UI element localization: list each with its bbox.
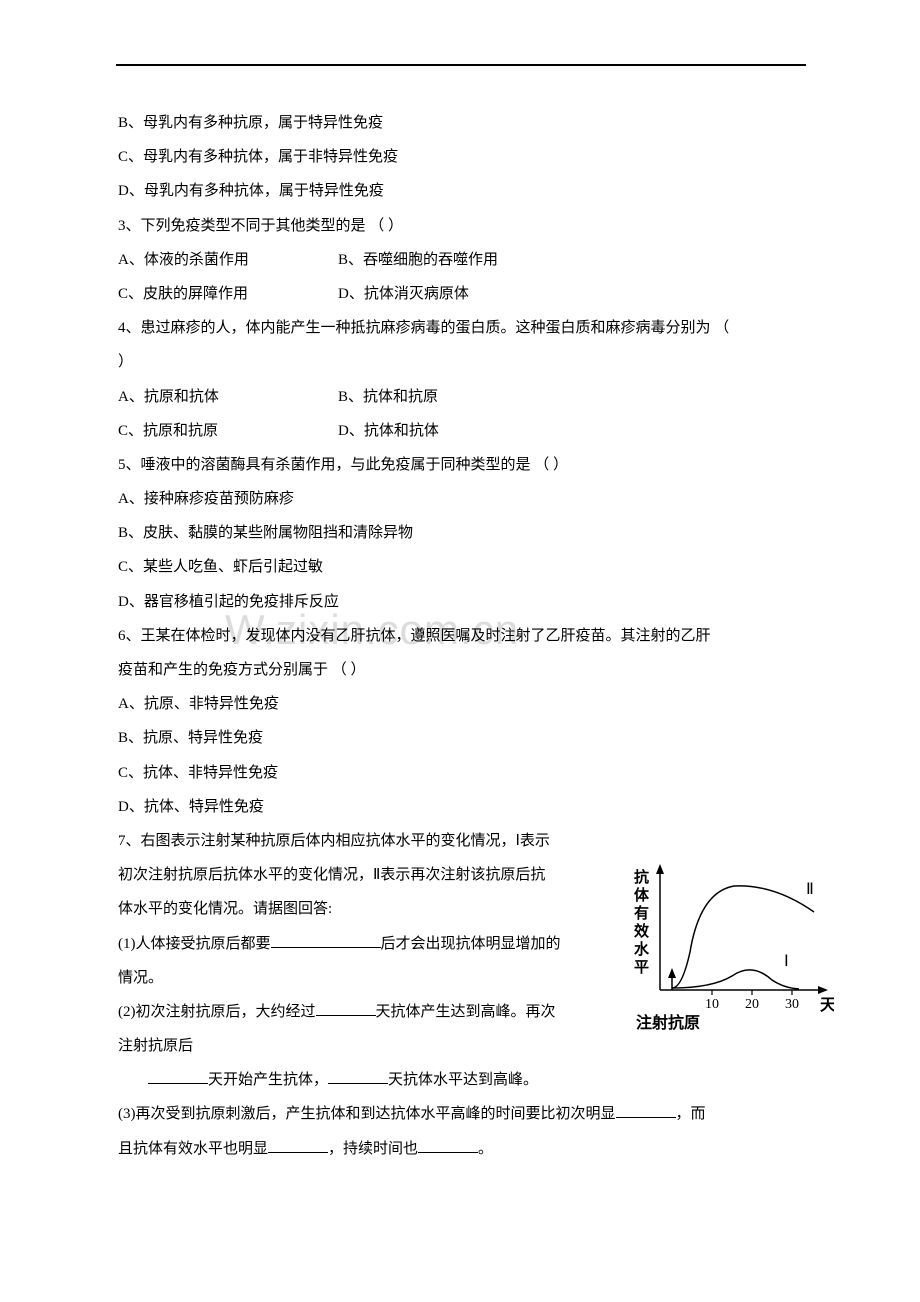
q7-3c: 且抗体有效水平也明显 xyxy=(118,1141,268,1157)
q4-c: C、抗原和抗原 xyxy=(118,414,338,448)
q3-d: D、抗体消灭病原体 xyxy=(338,277,469,311)
q4-a: A、抗原和抗体 xyxy=(118,380,338,414)
xtick-20: 20 xyxy=(745,997,759,1012)
antibody-chart: 10 20 30 Ⅰ Ⅱ 抗 体 有 效 水 平 天 注射抗原 xyxy=(624,862,834,1032)
q3-c: C、皮肤的屏障作用 xyxy=(118,277,338,311)
option-b: B、母乳内有多种抗原，属于特异性免疫 xyxy=(118,106,818,140)
ylabel-6: 平 xyxy=(634,959,649,976)
xlabel: 天 xyxy=(820,997,834,1014)
question-5: 5、唾液中的溶菌酶具有杀菌作用，与此免疫属于同种类型的是 （ ） xyxy=(118,448,818,482)
q3-a: A、体液的杀菌作用 xyxy=(118,243,338,277)
document-body: B、母乳内有多种抗原，属于特异性免疫 C、母乳内有多种抗体，属于非特异性免疫 D… xyxy=(118,106,818,1166)
ylabel-2: 体 xyxy=(634,886,650,904)
q7-2d: 天开始产生抗体， xyxy=(208,1072,328,1088)
q5-a: A、接种麻疹疫苗预防麻疹 xyxy=(118,482,818,516)
q7-3e: 。 xyxy=(478,1141,493,1157)
q6-c: C、抗体、非特异性免疫 xyxy=(118,756,818,790)
ylabel-3: 有 xyxy=(634,904,649,922)
q3-row1: A、体液的杀菌作用 B、吞噬细胞的吞噬作用 xyxy=(118,243,818,277)
q6-a: A、抗原、非特异性免疫 xyxy=(118,687,818,721)
blank-6 xyxy=(268,1138,328,1153)
q7-3b: ，而 xyxy=(676,1106,706,1122)
xtick-30: 30 xyxy=(785,997,799,1012)
q7-1b: 后才会出现抗体明显增加的 xyxy=(381,936,561,952)
question-6-line2: 疫苗和产生的免疫方式分别属于 （ ） xyxy=(118,653,818,687)
q7-2e: 天抗体水平达到高峰。 xyxy=(388,1072,538,1088)
q7-sub3-l2: 且抗体有效水平也明显 ，持续时间也 。 xyxy=(118,1132,818,1166)
header-rule xyxy=(116,64,806,66)
q4-b: B、抗体和抗原 xyxy=(338,380,438,414)
question-4-end: ） xyxy=(118,345,818,379)
question-3: 3、下列免疫类型不同于其他类型的是 （ ） xyxy=(118,209,818,243)
q7-sub2-l2: 注射抗原后 xyxy=(118,1029,818,1063)
blank-1 xyxy=(271,933,381,948)
curve-I-label: Ⅰ xyxy=(784,953,789,970)
ylabel-4: 效 xyxy=(634,922,650,940)
q6-d: D、抗体、特异性免疫 xyxy=(118,790,818,824)
q4-d: D、抗体和抗体 xyxy=(338,414,439,448)
blank-5 xyxy=(616,1103,676,1118)
question-6-line1: 6、王某在体检时，发现体内没有乙肝抗体，遵照医嘱及时注射了乙肝疫苗。其注射的乙肝 xyxy=(118,619,818,653)
ylabel-5: 水 xyxy=(634,940,650,958)
ylabel-1: 抗 xyxy=(634,868,649,886)
q7-2b: 天抗体产生达到高峰。再次 xyxy=(376,1004,556,1020)
question-4: 4、患过麻疹的人，体内能产生一种抵抗麻疹病毒的蛋白质。这种蛋白质和麻疹病毒分别为… xyxy=(118,311,818,345)
q5-c: C、某些人吃鱼、虾后引起过敏 xyxy=(118,550,818,584)
q7-3a: (3)再次受到抗原刺激后，产生抗体和到达抗体水平高峰的时间要比初次明显 xyxy=(118,1106,616,1122)
blank-4 xyxy=(328,1069,388,1084)
curve-II-label: Ⅱ xyxy=(806,881,814,898)
xtick-10: 10 xyxy=(705,997,719,1012)
option-c: C、母乳内有多种抗体，属于非特异性免疫 xyxy=(118,140,818,174)
q7-2a: (2)初次注射抗原后，大约经过 xyxy=(118,1004,316,1020)
blank-2 xyxy=(316,1001,376,1016)
q7-sub2-l3: 天开始产生抗体， 天抗体水平达到高峰。 xyxy=(118,1063,818,1097)
q6-b: B、抗原、特异性免疫 xyxy=(118,721,818,755)
q3-b: B、吞噬细胞的吞噬作用 xyxy=(338,243,498,277)
q3-row2: C、皮肤的屏障作用 D、抗体消灭病原体 xyxy=(118,277,818,311)
blank-3 xyxy=(148,1069,208,1084)
q5-d: D、器官移植引起的免疫排斥反应 xyxy=(118,585,818,619)
q5-b: B、皮肤、黏膜的某些附属物阻挡和清除异物 xyxy=(118,516,818,550)
blank-7 xyxy=(418,1138,478,1153)
q7-3d: ，持续时间也 xyxy=(328,1141,418,1157)
question-7-l1: 7、右图表示注射某种抗原后体内相应抗体水平的变化情况，Ⅰ表示 xyxy=(118,824,818,858)
q7-1a: (1)人体接受抗原后都要 xyxy=(118,936,271,952)
q4-row1: A、抗原和抗体 B、抗体和抗原 xyxy=(118,380,818,414)
q7-sub3-l1: (3)再次受到抗原刺激后，产生抗体和到达抗体水平高峰的时间要比初次明显 ，而 xyxy=(118,1097,818,1131)
q4-row2: C、抗原和抗原 D、抗体和抗体 xyxy=(118,414,818,448)
inject-label: 注射抗原 xyxy=(636,1013,700,1032)
option-d: D、母乳内有多种抗体，属于特异性免疫 xyxy=(118,174,818,208)
